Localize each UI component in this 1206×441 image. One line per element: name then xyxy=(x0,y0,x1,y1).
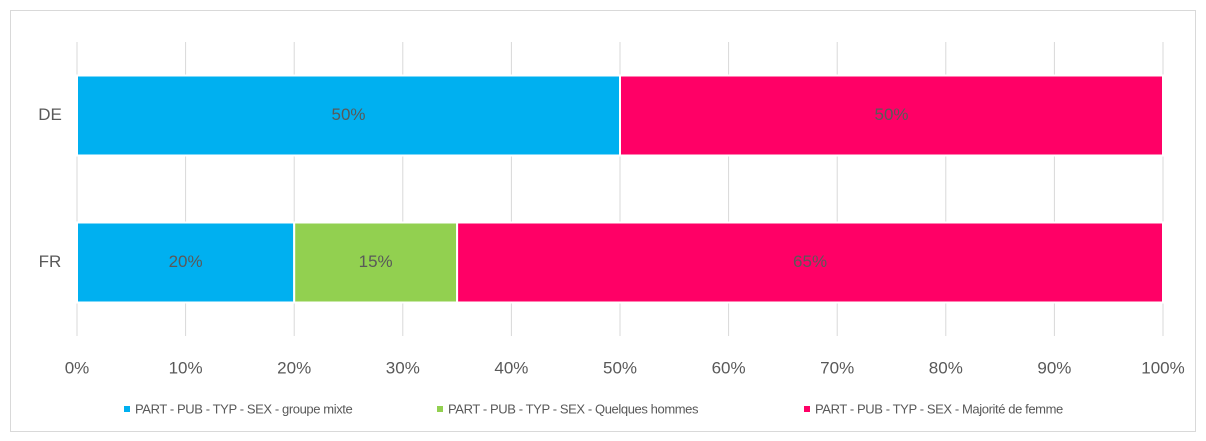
data-label: 15% xyxy=(359,252,393,271)
x-tick-label: 90% xyxy=(1037,358,1071,377)
data-label: 20% xyxy=(169,252,203,271)
x-tick-label: 100% xyxy=(1141,358,1184,377)
x-tick-label: 10% xyxy=(169,358,203,377)
legend-label: PART - PUB - TYP - SEX - groupe mixte xyxy=(135,401,353,416)
bar-segment xyxy=(619,74,1164,157)
x-tick-label: 0% xyxy=(65,358,90,377)
bar-segment xyxy=(76,74,621,157)
data-label: 50% xyxy=(331,105,365,124)
x-tick-label: 30% xyxy=(386,358,420,377)
legend-label: PART - PUB - TYP - SEX - Quelques hommes xyxy=(448,401,699,416)
x-tick-label: 20% xyxy=(277,358,311,377)
x-tick-label: 50% xyxy=(603,358,637,377)
bar-segment xyxy=(293,221,459,304)
data-label: 50% xyxy=(874,105,908,124)
x-tick-label: 70% xyxy=(820,358,854,377)
x-tick-label: 60% xyxy=(712,358,746,377)
bar-segment xyxy=(456,221,1165,304)
legend-swatch xyxy=(437,406,443,412)
bar-segment xyxy=(76,221,296,304)
legend-swatch xyxy=(804,406,810,412)
legend-label: PART - PUB - TYP - SEX - Majorité de fem… xyxy=(815,401,1063,416)
legend-swatch xyxy=(124,406,130,412)
y-tick-label: FR xyxy=(39,252,62,271)
y-tick-label: DE xyxy=(38,105,62,124)
x-tick-label: 40% xyxy=(494,358,528,377)
data-label: 65% xyxy=(793,252,827,271)
x-tick-label: 80% xyxy=(929,358,963,377)
